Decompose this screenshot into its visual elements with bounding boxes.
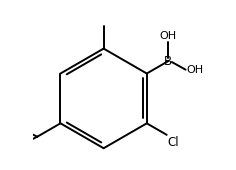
Text: OH: OH <box>160 31 177 41</box>
Text: B: B <box>164 55 173 67</box>
Text: OH: OH <box>186 65 204 75</box>
Text: Cl: Cl <box>168 136 179 149</box>
